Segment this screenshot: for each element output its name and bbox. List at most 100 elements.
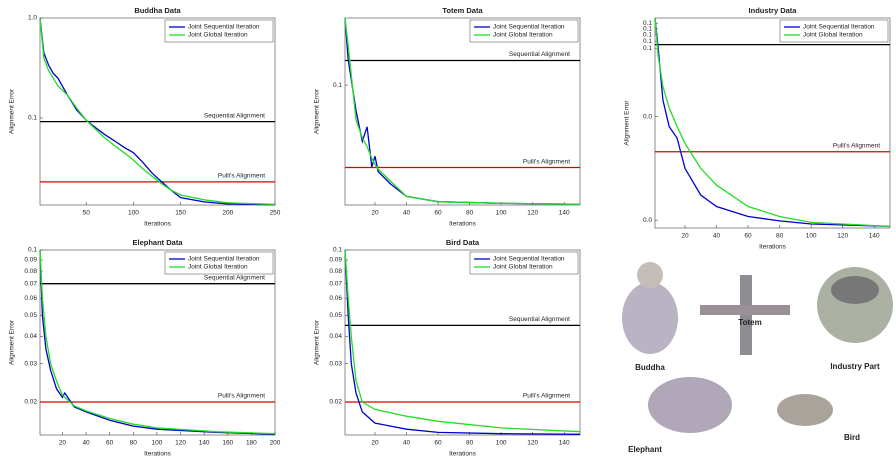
object-label: Industry Part xyxy=(830,362,880,371)
y-tick-label: 0.07 xyxy=(329,280,342,287)
bird-render xyxy=(777,394,833,426)
reference-label: Sequential Alignment xyxy=(204,112,265,119)
legend-label: Joint Global Iteration xyxy=(493,264,553,271)
y-tick-label: 0.08 xyxy=(329,268,342,275)
x-tick-label: 200 xyxy=(270,440,281,447)
y-tick-label: 0.06 xyxy=(24,295,37,302)
x-tick-label: 60 xyxy=(434,440,442,447)
y-tick-label: 0.04 xyxy=(24,333,37,340)
reference-label: Pulli's Alignment xyxy=(523,158,570,165)
y-axis-label: Alignment Error xyxy=(314,88,321,134)
x-tick-label: 60 xyxy=(434,210,442,217)
object-label: Elephant xyxy=(628,445,662,454)
x-tick-label: 40 xyxy=(713,233,721,240)
y-axis-label: Alignment Error xyxy=(624,100,631,146)
y-tick-label: 0.02 xyxy=(329,399,342,406)
y-tick-label: 0.1 xyxy=(333,82,342,89)
x-tick-label: 200 xyxy=(222,210,233,217)
x-tick-label: 140 xyxy=(199,440,210,447)
x-tick-label: 60 xyxy=(744,233,752,240)
y-tick-label: 0.1 xyxy=(28,115,37,122)
x-tick-label: 120 xyxy=(175,440,186,447)
x-tick-label: 120 xyxy=(837,233,848,240)
object-renders: Buddha Totem Industry Part Elephant Bird xyxy=(622,262,893,454)
x-axis-label: Iterations xyxy=(144,221,171,228)
y-tick-label: 0.09 xyxy=(329,257,342,264)
buddha-render xyxy=(622,282,678,354)
x-tick-label: 80 xyxy=(130,440,138,447)
y-tick-label: 0.03 xyxy=(24,360,37,367)
x-tick-label: 140 xyxy=(559,440,570,447)
y-tick-label: 0.0 xyxy=(643,217,652,224)
x-axis-label: Iterations xyxy=(759,244,786,251)
legend: Joint Sequential IterationJoint Global I… xyxy=(470,252,578,274)
legend-label: Joint Sequential Iteration xyxy=(493,256,565,263)
y-tick-label: 0.1 xyxy=(333,247,342,254)
plot-area xyxy=(345,18,580,205)
chart-title: Elephant Data xyxy=(132,238,183,247)
x-axis-label: Iterations xyxy=(449,221,476,228)
reference-label: Sequential Alignment xyxy=(509,316,570,323)
legend-label: Joint Sequential Iteration xyxy=(493,24,565,31)
legend-label: Joint Sequential Iteration xyxy=(188,256,260,263)
y-tick-label: 0.07 xyxy=(24,280,37,287)
buddha-head xyxy=(637,262,663,288)
x-tick-label: 40 xyxy=(403,440,411,447)
object-label: Buddha xyxy=(635,363,665,372)
x-tick-label: 120 xyxy=(527,210,538,217)
chart: Elephant Data Iterations Alignment Error 20… xyxy=(9,238,281,458)
x-tick-label: 80 xyxy=(466,440,474,447)
x-tick-label: 100 xyxy=(496,210,507,217)
plot-area xyxy=(655,18,890,228)
x-tick-label: 160 xyxy=(222,440,233,447)
x-tick-label: 250 xyxy=(270,210,281,217)
x-tick-label: 40 xyxy=(403,210,411,217)
totem-wings xyxy=(700,305,790,315)
object-label: Bird xyxy=(844,433,860,442)
x-tick-label: 20 xyxy=(371,210,379,217)
x-tick-label: 180 xyxy=(246,440,257,447)
x-tick-label: 20 xyxy=(59,440,67,447)
x-tick-label: 80 xyxy=(776,233,784,240)
chart-title: Buddha Data xyxy=(134,6,181,15)
chart-title: Industry Data xyxy=(749,6,798,15)
y-tick-label: 0.06 xyxy=(329,295,342,302)
x-tick-label: 120 xyxy=(527,440,538,447)
x-tick-label: 100 xyxy=(806,233,817,240)
y-tick-label: 0.08 xyxy=(24,268,37,275)
x-axis-label: Iterations xyxy=(144,451,171,458)
legend: Joint Sequential IterationJoint Global I… xyxy=(780,20,888,42)
reference-label: Pulli's Alignment xyxy=(833,142,880,149)
y-tick-label: 0.1 xyxy=(643,38,652,45)
x-tick-label: 150 xyxy=(175,210,186,217)
y-tick-label: 0.02 xyxy=(24,399,37,406)
y-tick-label: 0.09 xyxy=(24,257,37,264)
plot-area xyxy=(345,250,580,435)
y-tick-label: 1.0 xyxy=(28,15,37,22)
x-tick-label: 140 xyxy=(559,210,570,217)
x-tick-label: 40 xyxy=(82,440,90,447)
x-tick-label: 140 xyxy=(869,233,880,240)
x-tick-label: 100 xyxy=(128,210,139,217)
chart: Buddha DataIterationsAlignment Error5010… xyxy=(9,6,281,228)
reference-label: Sequential Alignment xyxy=(204,274,265,281)
reference-label: Pulli's Alignment xyxy=(218,173,265,180)
chart-title: Bird Data xyxy=(446,238,480,247)
reference-label: Pulli's Alignment xyxy=(523,393,570,400)
y-axis-label: Alignment Error xyxy=(9,319,16,365)
y-tick-label: 0.1 xyxy=(643,45,652,52)
chart: Industry Data Iterations Alignment Error 20… xyxy=(624,6,890,251)
figure: Buddha Totem Industry Part Elephant Bird… xyxy=(0,0,896,464)
industry-hole xyxy=(831,276,879,304)
x-tick-label: 20 xyxy=(681,233,689,240)
y-tick-label: 0.03 xyxy=(329,360,342,367)
reference-label: Sequential Alignment xyxy=(509,51,570,58)
x-tick-label: 20 xyxy=(371,440,379,447)
object-label: Totem xyxy=(738,318,761,327)
legend-label: Joint Global Iteration xyxy=(493,32,553,39)
y-tick-label: 0.0 xyxy=(643,113,652,120)
